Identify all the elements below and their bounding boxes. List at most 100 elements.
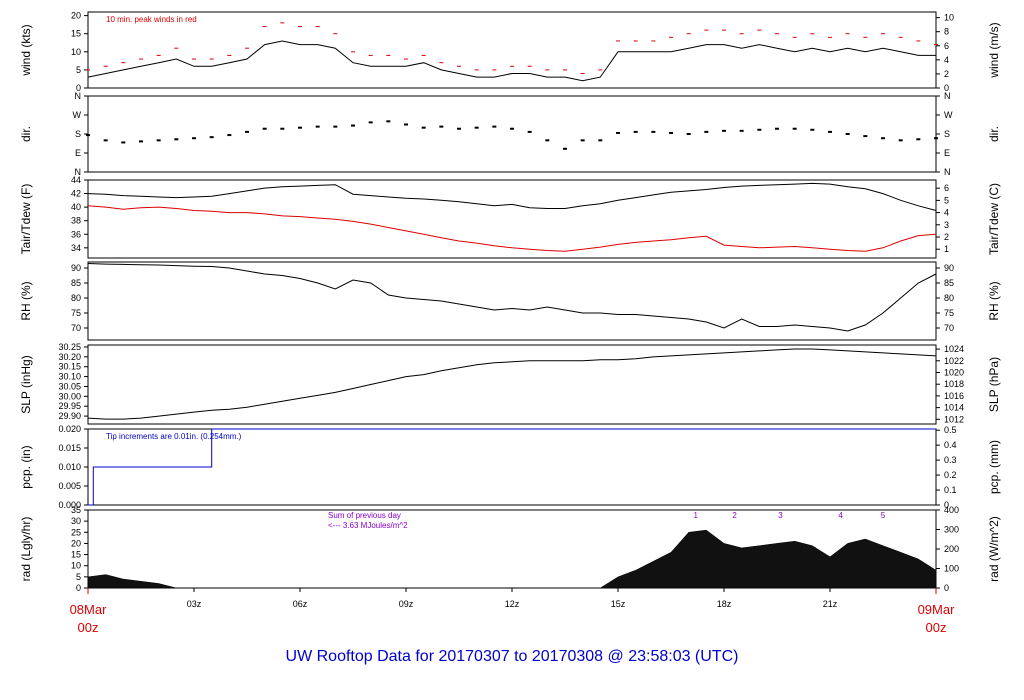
right-y-tick-label: 200 bbox=[944, 544, 959, 554]
panel-frame bbox=[87, 261, 937, 341]
right-y-tick-label: W bbox=[944, 110, 953, 120]
dir-point bbox=[103, 139, 108, 142]
dir-point bbox=[828, 130, 832, 133]
dir-point bbox=[262, 127, 267, 130]
y-tick-label: 20 bbox=[71, 538, 81, 548]
y-tick-label: 0.015 bbox=[58, 443, 81, 453]
x-end-hour-label: 00z bbox=[926, 620, 947, 635]
panel-annotation-line: <--- 3.63 MJoules/m^2 bbox=[328, 521, 408, 530]
y-tick-label: 5 bbox=[76, 65, 81, 75]
y-tick-label: 30.15 bbox=[58, 362, 81, 372]
series-line-0 bbox=[87, 182, 937, 211]
right-y-tick-label: 100 bbox=[944, 564, 959, 574]
x-tick-label: 21z bbox=[823, 599, 838, 609]
y-tick-label: 15 bbox=[71, 29, 81, 39]
right-y-tick-label: S bbox=[944, 129, 950, 139]
y-tick-label: 30 bbox=[71, 516, 81, 526]
panel-frame bbox=[87, 179, 937, 259]
y-axis-label: dir. bbox=[19, 126, 33, 142]
dir-point bbox=[739, 129, 744, 132]
right-y-tick-label: 3 bbox=[944, 220, 949, 230]
right-y-tick-label: 1016 bbox=[944, 391, 964, 401]
dir-point bbox=[298, 126, 302, 129]
right-y-axis-label: dir. bbox=[987, 126, 1001, 142]
rad-marker-label: 1 bbox=[694, 511, 699, 520]
y-tick-label: 40 bbox=[71, 202, 81, 212]
dir-point bbox=[916, 138, 921, 141]
dir-point bbox=[492, 125, 497, 128]
dir-point bbox=[527, 130, 532, 133]
dir-point bbox=[245, 130, 249, 133]
dir-point bbox=[86, 134, 90, 137]
y-tick-label: E bbox=[75, 148, 81, 158]
right-y-tick-label: 2 bbox=[944, 232, 949, 242]
right-y-tick-label: 5 bbox=[944, 195, 949, 205]
y-tick-label: 5 bbox=[76, 572, 81, 582]
dir-point bbox=[810, 128, 815, 131]
dir-point bbox=[368, 121, 373, 124]
dir-point bbox=[863, 135, 868, 138]
panel-annotation: 10 min. peak winds in red bbox=[106, 15, 197, 24]
dir-point bbox=[439, 125, 444, 128]
x-end-date-label: 09Mar bbox=[918, 602, 956, 617]
dir-point bbox=[792, 127, 797, 130]
right-y-tick-label: 90 bbox=[944, 263, 954, 273]
right-y-tick-label: 0.4 bbox=[944, 440, 957, 450]
y-tick-label: 0 bbox=[76, 583, 81, 593]
y-tick-label: 0.010 bbox=[58, 462, 81, 472]
y-tick-label: N bbox=[75, 167, 82, 177]
dir-point bbox=[139, 140, 143, 143]
y-tick-label: 70 bbox=[71, 323, 81, 333]
dir-point bbox=[934, 137, 938, 140]
dir-point bbox=[280, 127, 285, 130]
dir-point bbox=[704, 130, 709, 133]
dir-point bbox=[333, 125, 338, 128]
dir-point bbox=[209, 136, 214, 139]
right-y-axis-label: wind (m/s) bbox=[987, 22, 1001, 78]
dir-point bbox=[121, 141, 126, 144]
y-tick-label: 44 bbox=[71, 175, 81, 185]
right-y-tick-label: 1020 bbox=[944, 368, 964, 378]
y-tick-label: 20 bbox=[71, 11, 81, 21]
dir-point bbox=[616, 131, 620, 134]
dir-point bbox=[421, 126, 426, 129]
right-y-tick-label: 1012 bbox=[944, 414, 964, 424]
y-tick-label: 0 bbox=[76, 83, 81, 93]
series-line bbox=[87, 348, 937, 420]
y-tick-label: 38 bbox=[71, 216, 81, 226]
y-tick-label: 36 bbox=[71, 229, 81, 239]
y-tick-label: 0.000 bbox=[58, 500, 81, 510]
dir-point bbox=[351, 124, 355, 127]
right-y-tick-label: 70 bbox=[944, 323, 954, 333]
right-y-tick-label: 10 bbox=[944, 13, 954, 23]
right-y-tick-label: 400 bbox=[944, 505, 959, 515]
y-tick-label: 80 bbox=[71, 293, 81, 303]
y-axis-label: pcp. (in) bbox=[19, 445, 33, 488]
y-tick-label: W bbox=[73, 110, 82, 120]
dir-point bbox=[457, 127, 461, 130]
y-tick-label: 29.90 bbox=[58, 411, 81, 421]
right-y-tick-label: 1 bbox=[944, 244, 949, 254]
y-tick-label: 29.95 bbox=[58, 401, 81, 411]
y-tick-label: 25 bbox=[71, 527, 81, 537]
right-y-tick-label: N bbox=[944, 167, 951, 177]
y-tick-label: 0.005 bbox=[58, 481, 81, 491]
right-y-tick-label: 0.1 bbox=[944, 485, 957, 495]
y-tick-label: 35 bbox=[71, 505, 81, 515]
dir-point bbox=[669, 131, 673, 134]
dir-point bbox=[633, 130, 638, 133]
y-tick-label: 34 bbox=[71, 243, 81, 253]
dir-point bbox=[686, 133, 691, 135]
y-tick-label: 15 bbox=[71, 550, 81, 560]
y-tick-label: 75 bbox=[71, 308, 81, 318]
right-y-tick-label: 0 bbox=[944, 500, 949, 510]
dir-point bbox=[580, 139, 585, 142]
right-y-tick-label: 2 bbox=[944, 69, 949, 79]
dir-point bbox=[174, 138, 179, 141]
dir-point bbox=[898, 139, 903, 142]
right-y-tick-label: E bbox=[944, 148, 950, 158]
y-axis-label: Tair/Tdew (F) bbox=[19, 184, 33, 255]
right-y-tick-label: 300 bbox=[944, 525, 959, 535]
